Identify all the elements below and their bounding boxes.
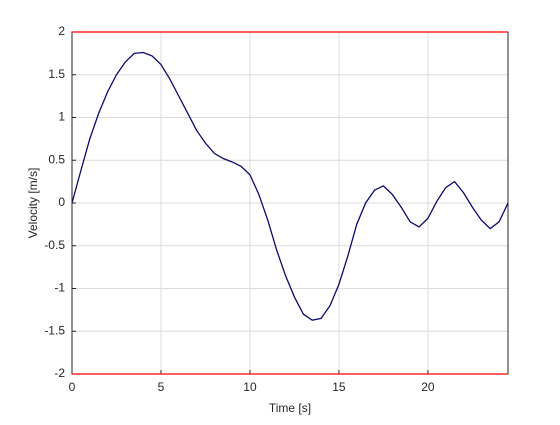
x-tick-label: 0	[69, 380, 76, 394]
data-line	[71, 51, 509, 321]
y-tick-label: -1.5	[44, 323, 65, 337]
y-tick-label: 2	[58, 24, 65, 38]
y-tick-label: 0	[58, 195, 65, 209]
y-tick-label: 0.5	[48, 152, 65, 166]
y-tick-label: -0.5	[44, 238, 65, 252]
y-tick-label: 1	[58, 110, 65, 124]
x-tick-label: 10	[243, 380, 257, 394]
x-tick-label: 5	[158, 380, 165, 394]
x-tick-label: 20	[421, 380, 435, 394]
y-tick-label: 1.5	[48, 67, 65, 81]
x-tick-label: 15	[332, 380, 346, 394]
y-axis-label: Velocity [m/s]	[26, 168, 40, 239]
y-tick-label: -2	[54, 366, 65, 380]
y-tick-label: -1	[54, 281, 65, 295]
x-axis-label: Time [s]	[269, 401, 311, 415]
